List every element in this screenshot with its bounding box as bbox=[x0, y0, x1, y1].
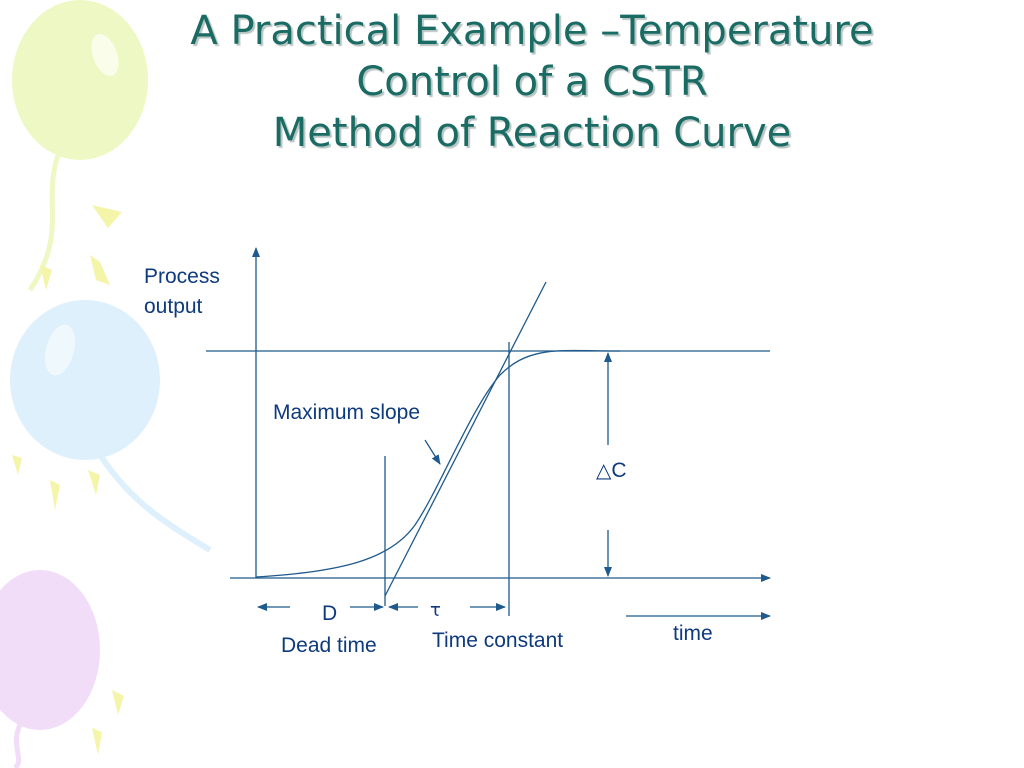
time-constant-symbol: τ bbox=[430, 600, 441, 621]
delta-c-text: C bbox=[611, 459, 627, 482]
title-line-1: A Practical Example –Temperature bbox=[190, 8, 874, 54]
tangent-line bbox=[384, 281, 547, 597]
process-response-curve bbox=[255, 349, 621, 578]
y-axis-label: Process output bbox=[144, 262, 220, 322]
y-axis-label-line-2: output bbox=[144, 295, 203, 318]
purple-balloon-icon bbox=[0, 570, 100, 768]
max-slope-label: Maximum slope bbox=[273, 401, 421, 424]
y-axis-label-line-1: Process bbox=[144, 265, 220, 288]
dead-time-symbol: D bbox=[322, 602, 338, 625]
delta-c-label: △C bbox=[596, 455, 627, 486]
delta-icon: △ bbox=[596, 458, 612, 482]
blue-balloon-icon bbox=[10, 300, 212, 553]
max-slope-pointer-arrow bbox=[424, 439, 441, 465]
yellow-streamer-icon bbox=[12, 205, 124, 755]
time-constant-label: Time constant bbox=[432, 629, 564, 652]
green-balloon-icon bbox=[12, 0, 148, 292]
x-axis-label: time bbox=[673, 622, 713, 645]
slide-title: A Practical Example –Temperature Control… bbox=[60, 6, 1004, 159]
dead-time-label: Dead time bbox=[281, 634, 377, 657]
title-line-3: Method of Reaction Curve bbox=[272, 110, 792, 156]
title-line-2: Control of a CSTR bbox=[356, 59, 708, 105]
